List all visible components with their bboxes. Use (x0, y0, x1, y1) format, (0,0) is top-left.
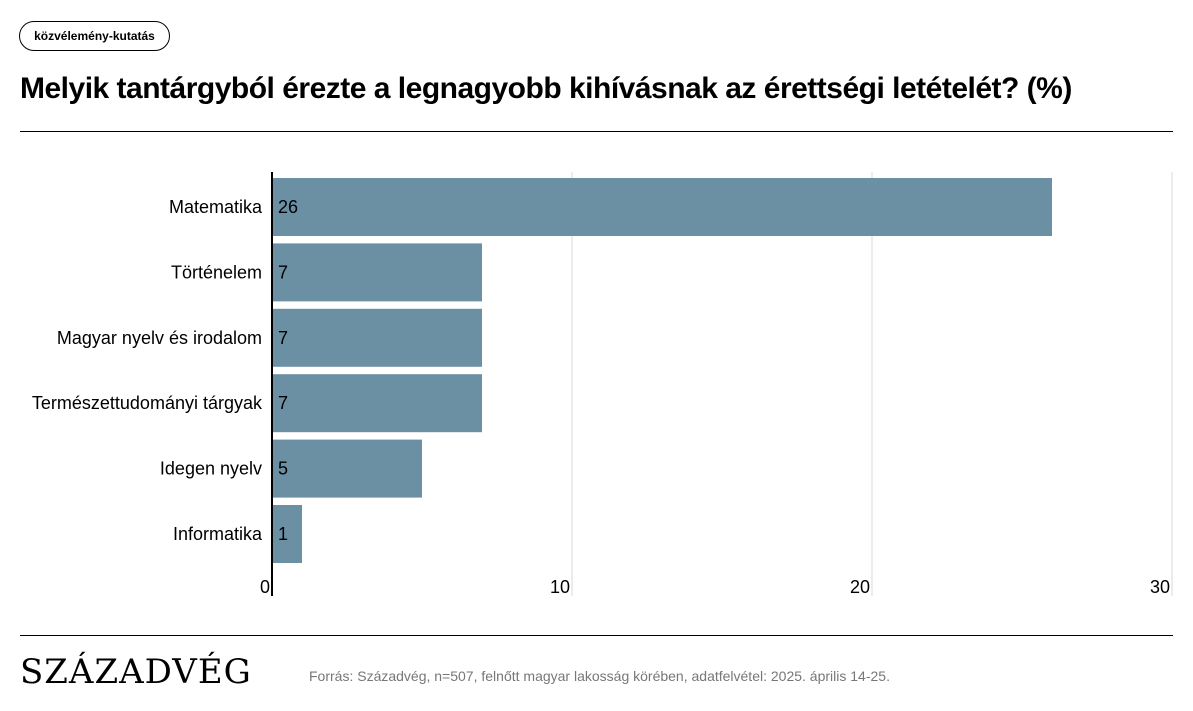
category-label-1: Matematika (169, 197, 263, 217)
szazadveg-logo: SZÁZADVÉG (20, 652, 252, 692)
x-tick-label-10: 10 (550, 577, 570, 597)
category-label-3: Magyar nyelv és irodalom (57, 328, 262, 348)
x-tick-label-30: 30 (1150, 577, 1170, 597)
x-tick-labels: 0 10 20 30 (260, 577, 1170, 597)
value-label-6: 1 (278, 524, 288, 544)
category-label-2: Történelem (171, 262, 262, 282)
chart-title: Melyik tantárgyból érezte a legnagyobb k… (20, 72, 1072, 105)
bar-3 (272, 308, 482, 367)
bar-5 (272, 439, 422, 498)
bar-2 (272, 243, 482, 302)
title-divider (20, 131, 1173, 132)
source-note: Forrás: Századvég, n=507, felnőtt magyar… (309, 668, 890, 684)
bar-1 (272, 178, 1052, 236)
gridlines (571, 172, 1173, 596)
x-tick-label-20: 20 (850, 577, 870, 597)
value-label-5: 5 (278, 459, 288, 479)
category-labels: Matematika Történelem Magyar nyelv és irod… (32, 197, 263, 544)
bar-chart: Matematika Történelem Magyar nyelv és irod… (32, 172, 1173, 597)
value-label-3: 7 (278, 328, 288, 348)
category-label-6: Informatika (173, 524, 263, 544)
category-label-4: Természettudományi tárgyak (32, 393, 263, 413)
value-label-2: 7 (278, 262, 288, 282)
topic-tag[interactable]: közvélemény-kutatás (19, 21, 170, 51)
category-label-5: Idegen nyelv (160, 459, 262, 479)
footer-divider (20, 635, 1173, 636)
value-label-1: 26 (278, 197, 298, 217)
x-tick-label-0: 0 (260, 577, 270, 597)
value-label-4: 7 (278, 393, 288, 413)
value-labels: 26 7 7 7 5 1 (278, 197, 298, 544)
bar-6 (272, 505, 302, 563)
bars (272, 178, 1052, 563)
bar-4 (272, 374, 482, 433)
